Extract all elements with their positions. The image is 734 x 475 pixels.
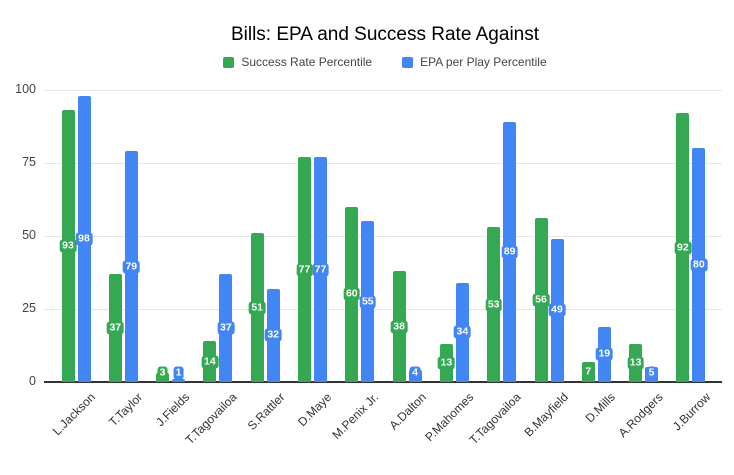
x-axis-label: D.Mills: [582, 390, 619, 426]
x-axis-label: M.Penix Jr.: [329, 390, 382, 442]
bar-value-label: 60: [343, 287, 361, 301]
y-axis-tick-label: 100: [15, 82, 36, 96]
gridline: [44, 90, 722, 91]
x-axis-label: L.Jackson: [49, 390, 98, 439]
x-axis-label: D.Maye: [295, 390, 335, 430]
bar-value-label: 5: [646, 366, 658, 380]
plot-area: 93 37 3 14 51 77 60 38 13 53 56 7 13 92 98 79 1 37 32 77 55 4…: [44, 90, 722, 383]
bar-value-label: 19: [595, 347, 613, 361]
bar-value-label: 49: [548, 303, 566, 317]
y-axis-tick-label: 50: [22, 228, 36, 242]
bar-value-label: 55: [359, 295, 377, 309]
bar-value-label: 77: [312, 263, 329, 277]
bar-value-label: 34: [454, 325, 471, 339]
bar-value-label: 13: [438, 356, 455, 370]
y-axis-tick-label: 75: [22, 155, 36, 169]
bar-value-label: 53: [485, 298, 503, 312]
bar-value-label: 51: [248, 301, 266, 315]
bar: [172, 379, 186, 382]
bar-value-label: 37: [106, 321, 124, 335]
x-axis-label: S.Rattler: [244, 390, 288, 433]
gridline: [44, 163, 722, 164]
bar-value-label: 89: [501, 245, 519, 259]
bar-value-label: 37: [217, 321, 235, 335]
bar-value-label: 98: [75, 232, 93, 246]
bar-value-label: 13: [627, 356, 644, 370]
legend-label-success-rate: Success Rate Percentile: [241, 55, 373, 69]
x-axis-line: [44, 381, 722, 383]
bar-value-label: 3: [157, 366, 169, 380]
x-axis-label: A.Rodgers: [615, 390, 666, 440]
legend-item-epa: EPA per Play Percentile: [402, 55, 547, 69]
bar-value-label: 7: [582, 365, 594, 379]
gridline: [44, 309, 722, 310]
bar-value-label: 77: [296, 263, 313, 277]
bar-value-label: 79: [122, 260, 140, 274]
legend: Success Rate Percentile EPA per Play Per…: [40, 55, 730, 69]
gridline: [44, 236, 722, 237]
y-axis-tick-label: 0: [29, 374, 36, 388]
y-axis-tick-label: 25: [22, 301, 36, 315]
legend-swatch-green: [223, 56, 235, 68]
bar-value-label: 80: [690, 258, 708, 272]
x-axis-label: B.Mayfield: [521, 390, 571, 440]
bar-value-label: 4: [409, 366, 421, 380]
x-axis-label: T.Taylor: [106, 390, 146, 430]
x-axis-label: J.Burrow: [669, 390, 713, 434]
bar-value-label: 1: [173, 366, 185, 380]
legend-item-success-rate: Success Rate Percentile: [223, 55, 372, 69]
bar-value-label: 14: [201, 355, 219, 369]
bar-value-label: 92: [674, 241, 692, 255]
bar-value-label: 38: [390, 320, 408, 334]
legend-label-epa: EPA per Play Percentile: [420, 55, 547, 69]
x-axis-label: A.Dalton: [386, 390, 430, 433]
bar-value-label: 93: [59, 239, 77, 253]
bar-value-label: 32: [264, 328, 282, 342]
chart-title: Bills: EPA and Success Rate Against: [230, 24, 540, 45]
x-axis-label: J.Fields: [153, 390, 193, 430]
legend-swatch-blue: [402, 56, 414, 68]
bar-value-label: 56: [532, 293, 550, 307]
